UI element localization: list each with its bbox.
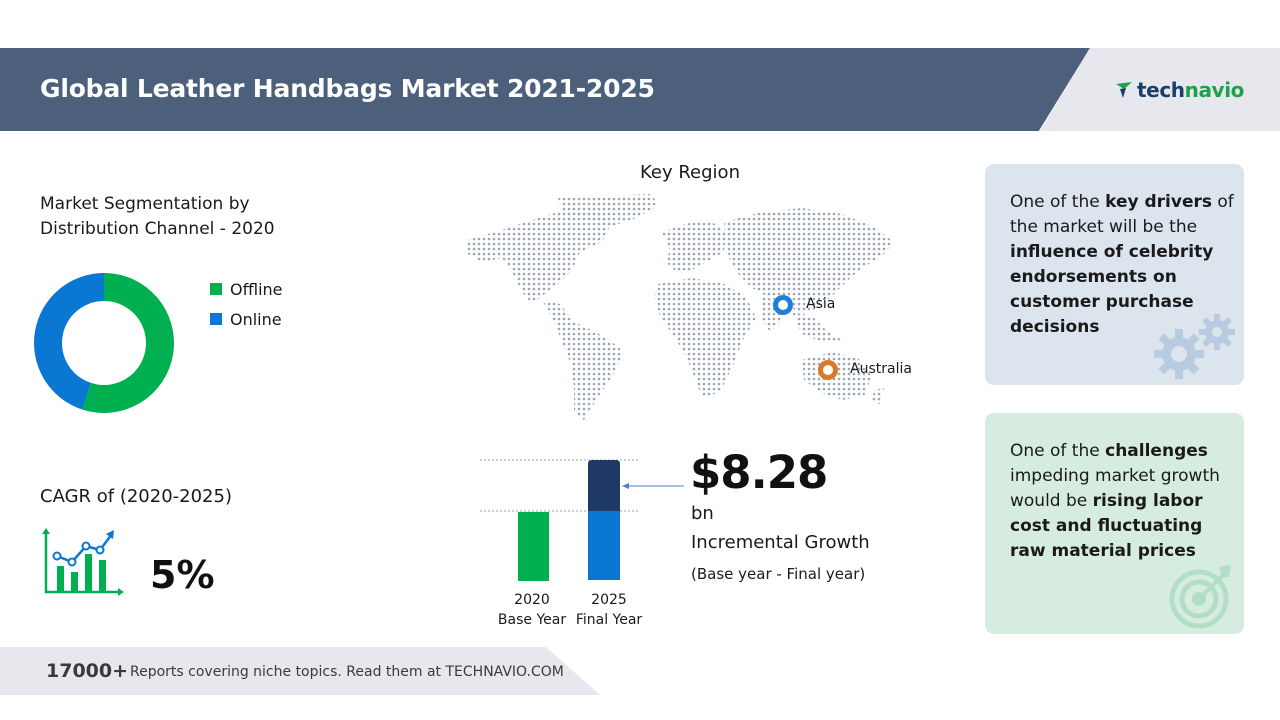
drivers-text-bold1: key drivers <box>1105 192 1212 212</box>
challenges-text-bold1: challenges <box>1105 441 1208 461</box>
incremental-growth-period: (Base year - Final year) <box>691 565 866 583</box>
legend-label-offline: Offline <box>230 279 283 299</box>
segmentation-legend: Offline Online <box>210 274 283 334</box>
australia-location-marker[interactable] <box>818 360 838 380</box>
legend-item-offline: Offline <box>210 274 283 304</box>
bar-caption-2025: Final Year <box>575 612 643 628</box>
world-map <box>468 194 894 420</box>
logo-text-tech: tech <box>1137 78 1185 102</box>
footer-link-text[interactable]: Reports covering niche topics. Read them… <box>130 664 564 680</box>
cagr-label: CAGR of (2020-2025) <box>40 486 232 507</box>
bar-label-2025: 2025 Final Year <box>569 590 649 630</box>
bar-2025-increment <box>588 460 620 511</box>
target-icon <box>1169 565 1231 629</box>
incremental-growth-value: $8.28 <box>690 446 828 499</box>
gears-icon <box>1154 314 1235 379</box>
key-region-title: Key Region <box>640 162 740 183</box>
legend-item-online: Online <box>210 304 283 334</box>
growth-bar-chart <box>480 459 684 581</box>
legend-label-online: Online <box>230 309 282 329</box>
challenges-text: One of the challenges impeding market gr… <box>1010 439 1235 564</box>
challenges-text-pre: One of the <box>1010 441 1106 461</box>
pointer-arrow-icon <box>622 483 629 489</box>
header-dark-panel <box>0 48 1090 131</box>
key-drivers-card: One of the key drivers of the market wil… <box>985 164 1244 385</box>
logo-text-navio: navio <box>1184 78 1245 102</box>
footer-report-count: 17000+ <box>46 660 129 682</box>
logo-mark-icon <box>1116 82 1132 98</box>
blue-square-icon <box>210 313 222 325</box>
bar-year-2020: 2020 <box>514 592 550 608</box>
bar-2025-base <box>588 511 620 580</box>
map-label-asia: Asia <box>806 296 836 312</box>
donut-hole <box>62 301 146 385</box>
segmentation-title-line1: Market Segmentation by <box>40 194 250 214</box>
challenges-text-mid: impeding market growth would be <box>1010 466 1220 511</box>
page-title: Global Leather Handbags Market 2021-2025 <box>40 74 655 103</box>
asia-location-marker[interactable] <box>773 295 793 315</box>
drivers-text-bold2: influence of celebrity endorsements on c… <box>1010 242 1214 337</box>
bar-2020 <box>518 512 549 581</box>
green-square-icon <box>210 283 222 295</box>
map-label-australia: Australia <box>850 361 912 377</box>
incremental-growth-unit: bn <box>691 503 714 524</box>
key-drivers-text: One of the key drivers of the market wil… <box>1010 190 1235 340</box>
drivers-text-pre: One of the <box>1010 192 1106 212</box>
segmentation-title: Market Segmentation by Distribution Chan… <box>40 192 340 242</box>
bar-year-2025: 2025 <box>591 592 627 608</box>
cagr-value: 5% <box>150 553 215 597</box>
bar-label-2020: 2020 Base Year <box>492 590 572 630</box>
challenges-text-bold2: rising labor cost and fluctuating raw ma… <box>1010 491 1203 561</box>
drivers-text-mid: of the market will be the <box>1010 192 1234 237</box>
growth-chart-icon <box>42 528 124 596</box>
header-band: Global Leather Handbags Market 2021-2025… <box>0 48 1280 131</box>
footer-band <box>0 647 600 695</box>
bar-caption-2020: Base Year <box>497 612 567 628</box>
technavio-logo[interactable]: technavio <box>1114 78 1244 102</box>
challenges-card: One of the challenges impeding market gr… <box>985 413 1244 634</box>
incremental-growth-label: Incremental Growth <box>691 532 870 553</box>
distribution-donut-chart <box>33 273 174 413</box>
segmentation-title-line2: Distribution Channel - 2020 <box>40 219 275 239</box>
